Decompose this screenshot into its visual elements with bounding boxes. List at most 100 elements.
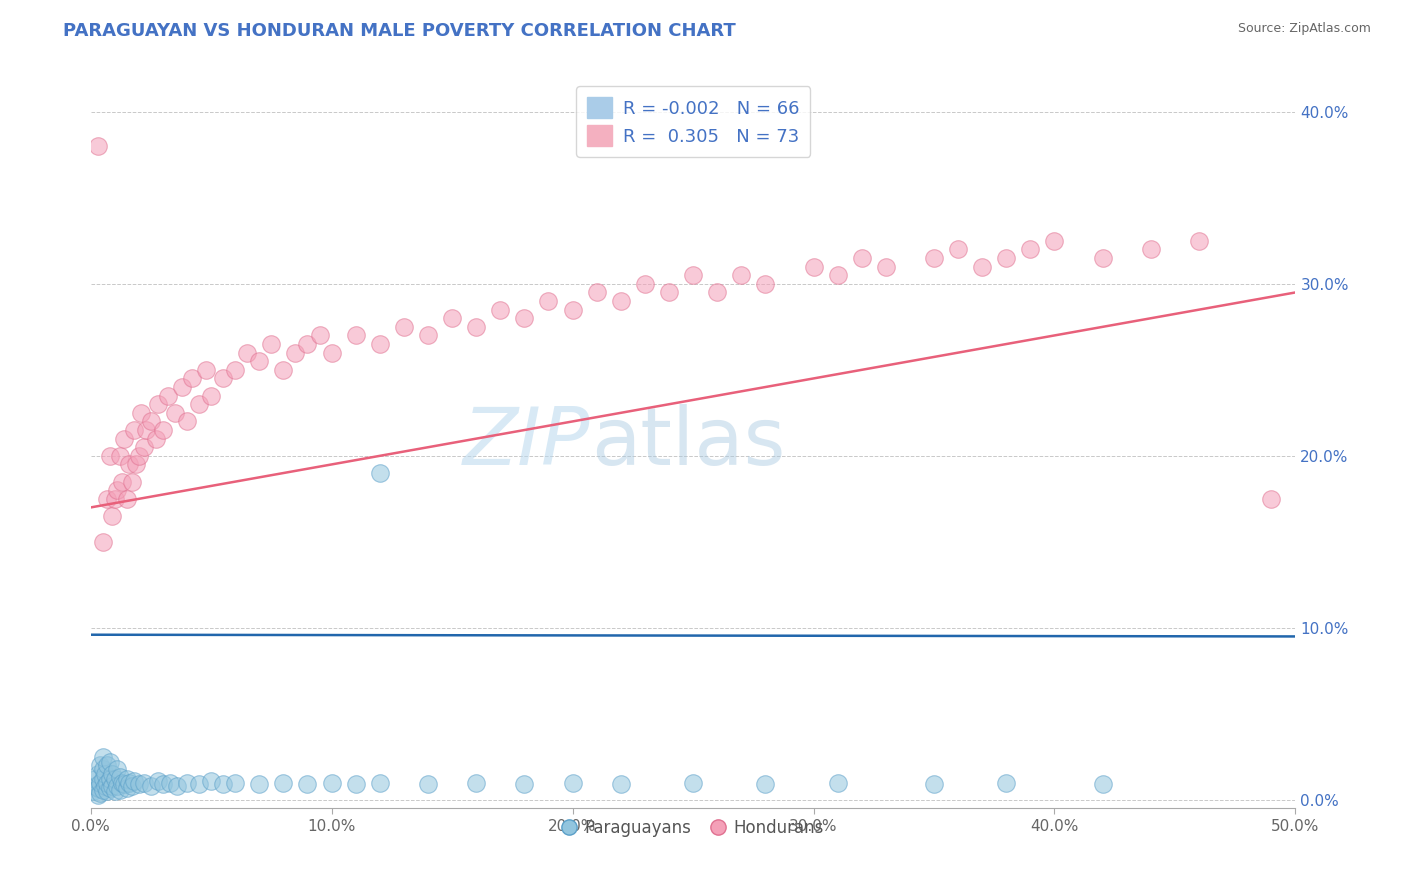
Point	[922, 777, 945, 791]
Point	[94, 779, 117, 793]
Point	[321, 345, 343, 359]
Point	[392, 319, 415, 334]
Point	[1043, 234, 1066, 248]
Point	[730, 268, 752, 283]
Point	[139, 779, 162, 793]
Point	[634, 277, 657, 291]
Point	[273, 363, 295, 377]
Point	[118, 775, 141, 789]
Point	[561, 775, 583, 789]
Point	[609, 293, 631, 308]
Point	[212, 371, 235, 385]
Point	[827, 775, 849, 789]
Point	[922, 251, 945, 265]
Point	[416, 328, 439, 343]
Point	[132, 775, 155, 789]
Point	[995, 251, 1018, 265]
Point	[803, 260, 825, 274]
Point	[152, 777, 174, 791]
Point	[995, 775, 1018, 789]
Point	[105, 779, 128, 793]
Point	[82, 784, 104, 798]
Point	[1140, 243, 1163, 257]
Point	[89, 786, 111, 800]
Point	[96, 775, 118, 789]
Point	[104, 772, 127, 787]
Point	[368, 337, 391, 351]
Point	[96, 491, 118, 506]
Point	[172, 380, 194, 394]
Point	[441, 311, 464, 326]
Point	[115, 772, 138, 787]
Point	[827, 268, 849, 283]
Point	[84, 779, 107, 793]
Point	[101, 509, 124, 524]
Point	[115, 491, 138, 506]
Point	[159, 775, 181, 789]
Point	[91, 782, 114, 797]
Point	[91, 749, 114, 764]
Point	[166, 779, 188, 793]
Point	[135, 423, 157, 437]
Point	[308, 328, 330, 343]
Point	[104, 784, 127, 798]
Point	[489, 302, 512, 317]
Point	[176, 775, 198, 789]
Point	[368, 775, 391, 789]
Point	[111, 775, 134, 789]
Point	[91, 762, 114, 776]
Point	[146, 397, 169, 411]
Point	[128, 449, 150, 463]
Point	[1188, 234, 1211, 248]
Point	[96, 784, 118, 798]
Point	[180, 371, 202, 385]
Point	[152, 423, 174, 437]
Point	[98, 755, 121, 769]
Point	[122, 423, 145, 437]
Point	[537, 293, 560, 308]
Point	[682, 775, 704, 789]
Point	[89, 758, 111, 772]
Point	[89, 775, 111, 789]
Point	[105, 483, 128, 498]
Point	[125, 458, 148, 472]
Point	[104, 491, 127, 506]
Point	[875, 260, 897, 274]
Point	[1019, 243, 1042, 257]
Point	[87, 788, 110, 802]
Point	[1091, 777, 1114, 791]
Point	[706, 285, 728, 300]
Point	[682, 268, 704, 283]
Point	[101, 767, 124, 781]
Point	[111, 475, 134, 489]
Point	[754, 277, 776, 291]
Point	[105, 762, 128, 776]
Point	[513, 777, 536, 791]
Point	[321, 775, 343, 789]
Point	[129, 406, 152, 420]
Point	[247, 354, 270, 368]
Point	[513, 311, 536, 326]
Point	[84, 772, 107, 787]
Point	[108, 771, 131, 785]
Point	[98, 772, 121, 787]
Point	[112, 432, 135, 446]
Point	[247, 777, 270, 791]
Text: atlas: atlas	[591, 404, 785, 482]
Point	[112, 777, 135, 791]
Legend: Paraguayans, Hondurans: Paraguayans, Hondurans	[557, 813, 830, 844]
Text: Source: ZipAtlas.com: Source: ZipAtlas.com	[1237, 22, 1371, 36]
Point	[139, 414, 162, 428]
Point	[87, 139, 110, 153]
Point	[87, 780, 110, 795]
Point	[163, 406, 186, 420]
Point	[96, 758, 118, 772]
Point	[465, 775, 488, 789]
Point	[224, 775, 246, 789]
Point	[585, 285, 607, 300]
Point	[118, 458, 141, 472]
Point	[284, 345, 307, 359]
Point	[260, 337, 283, 351]
Point	[115, 780, 138, 795]
Point	[416, 777, 439, 791]
